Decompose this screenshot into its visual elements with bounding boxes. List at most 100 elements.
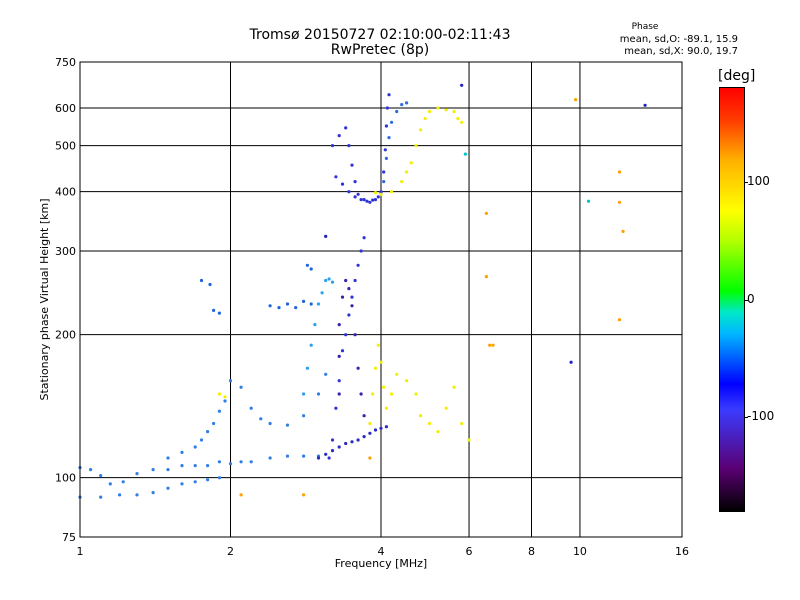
echo-point [212,308,216,312]
echo-point [350,295,354,299]
echo-point [340,295,345,299]
echo-point [166,486,170,490]
x-tick-label: 16 [675,545,689,558]
chart-subtitle: RwPretec (8p) [330,42,430,58]
echo-point [135,493,139,497]
echo-point [643,103,647,107]
echo-point [268,421,272,426]
echo-point [385,106,389,110]
echo-point [344,278,348,283]
echo-point [617,170,622,174]
y-axis-label: Stationary phase Virtual Height [km] [38,198,51,400]
echo-point [387,93,391,97]
echo-point [350,440,354,444]
echo-point [353,278,357,283]
echo-point [436,430,440,434]
echo-point [586,199,591,203]
echo-point [285,423,290,427]
echo-point [484,211,488,215]
echo-point [99,474,103,478]
echo-point [340,349,345,353]
echo-point [249,406,253,410]
echo-point [166,456,170,460]
echo-point [193,464,197,468]
colorbar-tick-mark [744,299,748,301]
echo-point [223,395,227,399]
echo-point [409,161,413,165]
echo-point [217,311,221,315]
y-tick-label: 750 [55,56,76,69]
echo-point [199,438,204,442]
echo-point [382,180,386,184]
x-tick-label: 1 [77,545,84,558]
echo-point [362,198,366,202]
phase-stats-title: Phase [631,22,659,32]
echo-point [460,120,464,124]
echo-point [373,191,378,195]
echo-point [193,480,197,484]
echo-point [337,445,341,449]
echo-point [277,306,281,310]
echo-point [371,392,375,396]
x-tick-label: 6 [466,545,473,558]
echo-point [337,392,341,396]
echo-point [368,421,372,426]
echo-point [463,152,467,156]
echo-point [444,406,448,410]
echo-point [334,175,338,179]
echo-point [359,392,363,396]
echo-point [180,482,184,486]
colorbar-tick-label: -100 [747,409,775,423]
echo-point [382,385,386,389]
echo-point [383,148,387,152]
echo-point [285,454,290,458]
echo-point [327,456,331,460]
echo-point [390,392,394,396]
echo-point [390,190,394,194]
echo-point [239,493,243,497]
echo-point [302,414,306,418]
echo-point [217,392,221,396]
echo-point [337,354,341,358]
echo-point [356,263,360,267]
echo-point [223,399,227,403]
echo-point [206,464,210,468]
echo-point [356,192,360,196]
echo-point [316,456,321,460]
echo-point [89,468,93,472]
echo-point [228,462,233,466]
echo-point [569,360,573,364]
echo-point [491,343,495,347]
echo-point [395,109,399,114]
echo-point [376,195,380,199]
phase-colorbar [719,87,745,512]
echo-point [362,236,366,240]
echo-point [368,431,372,435]
y-tick-label: 600 [55,102,76,115]
echo-point [419,128,423,132]
echo-point [452,109,456,114]
echo-point [467,438,471,442]
echo-point [324,452,328,456]
echo-point [151,491,155,495]
echo-point [456,117,460,121]
echo-point [376,343,380,347]
echo-point [379,426,383,430]
echo-point [212,421,216,426]
echo-point [228,379,233,383]
colorbar-tick-label: 100 [747,174,770,188]
echo-point [444,108,448,112]
echo-point [344,441,348,446]
echo-point [330,449,335,453]
axis-ticks: 1 2 4 6 8 10 16 75 100 200 300 400 500 600 750 [55,56,689,558]
colorbar-tick-mark [744,417,748,418]
echo-point [302,392,306,396]
echo-point [356,438,360,442]
echo-point [121,480,125,484]
echo-point [347,190,351,194]
echo-point [151,468,155,472]
echo-point [249,460,253,464]
echo-point [350,304,354,308]
echo-point [324,234,328,238]
